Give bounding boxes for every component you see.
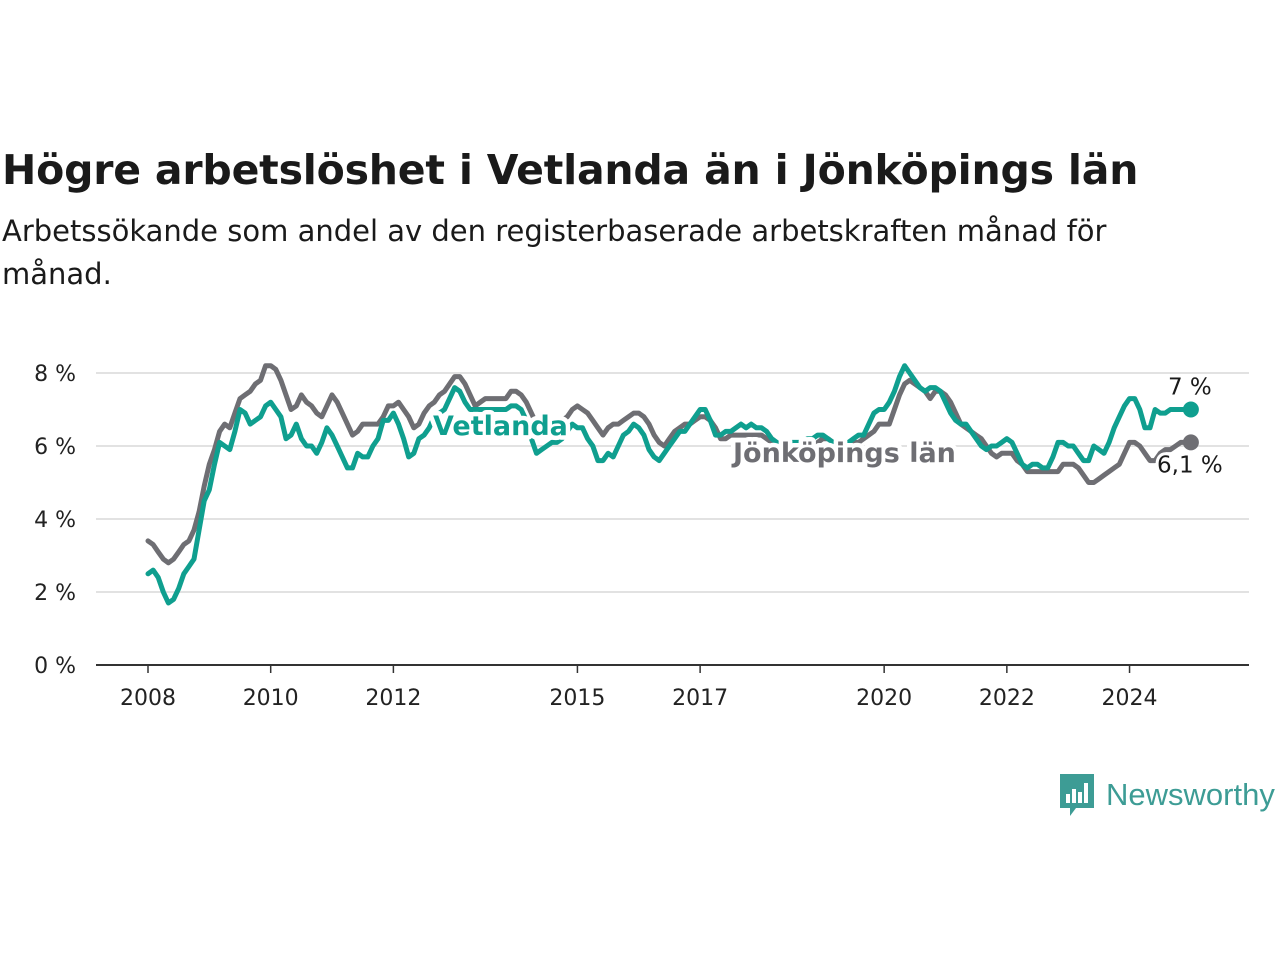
x-tick-label: 2012 [365, 686, 421, 711]
brand-name: Newsworthy [1106, 777, 1275, 812]
end-value-label: 7 % [1168, 375, 1212, 401]
y-tick-label: 8 % [34, 362, 76, 387]
x-tick-label: 2024 [1102, 686, 1158, 711]
y-tick-label: 6 % [34, 435, 76, 460]
x-tick-label: 2015 [549, 686, 605, 711]
chart-title: Högre arbetslöshet i Vetlanda än i Jönkö… [2, 146, 1139, 194]
x-tick-label: 2010 [243, 686, 299, 711]
x-axis-ticks: 2008 2010 2012 2015 2017 2020 2022 2024 [120, 665, 1158, 711]
series-label: Vetlanda [433, 411, 568, 442]
chart-subtitle: Arbetssökande som andel av den registerb… [2, 214, 1107, 291]
y-tick-label: 2 % [34, 581, 76, 606]
brand-logo: Newsworthy [1058, 772, 1275, 818]
series-end-dot [1182, 401, 1199, 418]
series-lines [145, 363, 1199, 606]
y-tick-label: 4 % [34, 508, 76, 533]
series-line-j-nk-pings-l-n [145, 363, 1194, 566]
x-tick-label: 2017 [672, 686, 728, 711]
end-value-label: 6,1 % [1157, 452, 1223, 478]
newsworthy-logo-icon [1060, 774, 1094, 816]
series-line-vetlanda [145, 363, 1194, 606]
series-labels: Vetlanda Jönköpings län 7 % 6,1 % [429, 372, 1226, 482]
x-tick-label: 2022 [979, 686, 1035, 711]
y-tick-label: 0 % [34, 654, 76, 679]
x-tick-label: 2020 [856, 686, 912, 711]
x-tick-label: 2008 [120, 686, 176, 711]
gridlines [96, 372, 1249, 666]
series-end-dot [1182, 434, 1199, 451]
series-label: Jönköpings län [731, 438, 956, 469]
y-axis-ticks: 0 % 2 % 4 % 6 % 8 % [34, 362, 76, 679]
